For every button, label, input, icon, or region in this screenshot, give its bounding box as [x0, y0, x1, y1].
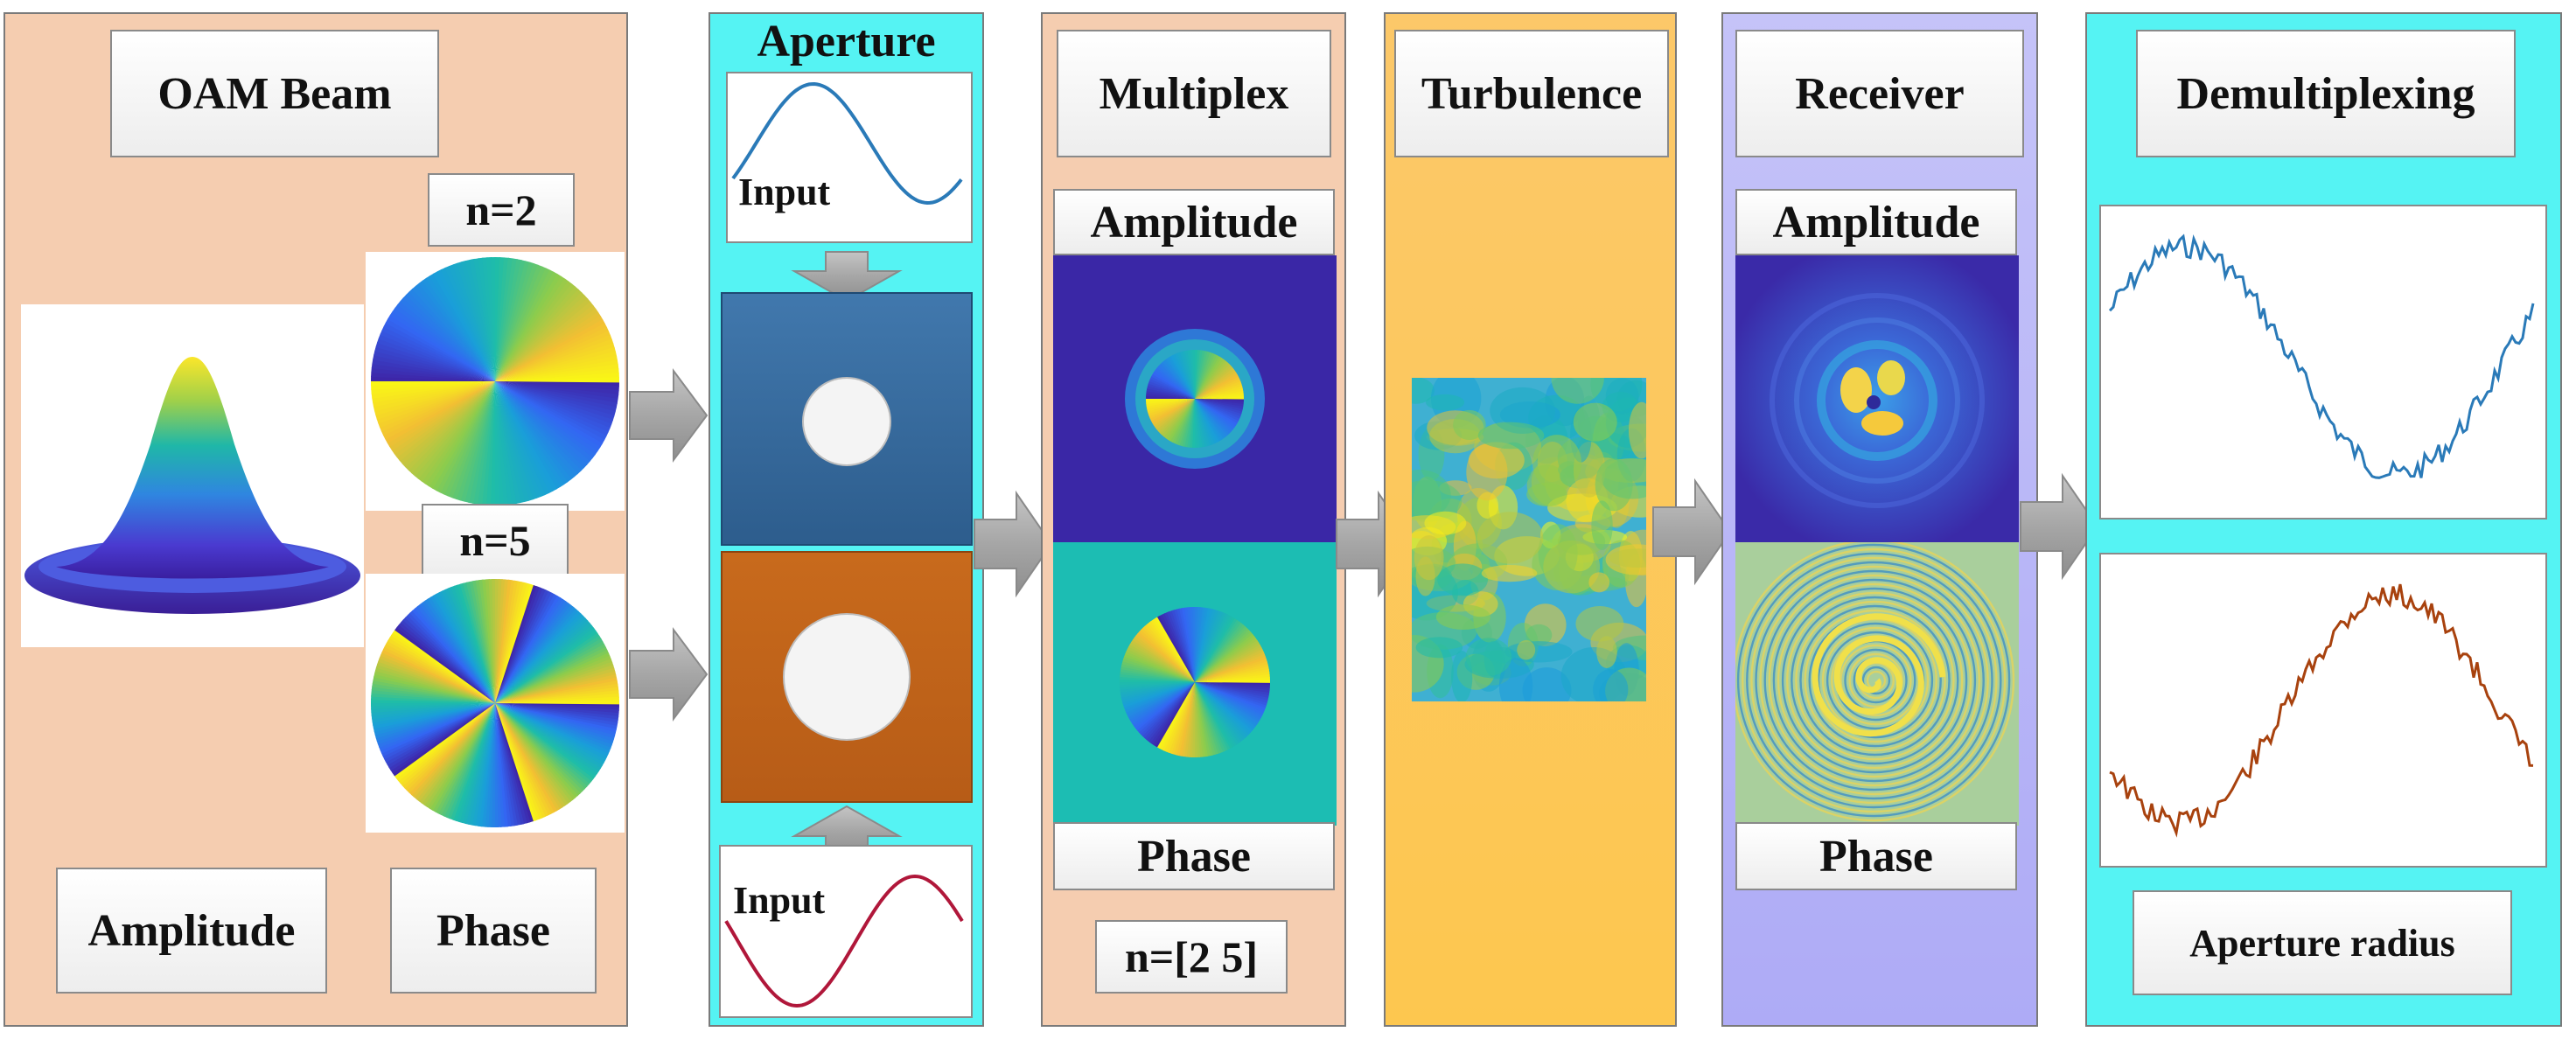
aperture-panel: Aperture Input Input: [709, 12, 984, 1027]
turbulence-panel: Turbulence: [1384, 12, 1677, 1027]
multiplex-phase-image: [1053, 542, 1337, 826]
receiver-title: Receiver: [1735, 30, 2024, 157]
multiplex-title: Multiplex: [1057, 30, 1331, 157]
oam-beam-title: OAM Beam: [110, 30, 439, 157]
input-signal-top: Input: [726, 72, 973, 243]
recovered-signal-bottom: [2099, 553, 2547, 868]
oam-beam-panel: OAM Beam n=2 n=5 Amplitude Phase: [3, 12, 628, 1027]
phase-n2-image: [366, 252, 625, 511]
phase-caption: Phase: [390, 868, 597, 994]
turbulence-title: Turbulence: [1394, 30, 1669, 157]
arrow-down-icon: [791, 251, 903, 303]
arrow-right-icon: [2020, 472, 2099, 581]
mode-n5-label: n=5: [422, 504, 569, 577]
aperture-title: Aperture: [757, 16, 936, 66]
receiver-phase-image: [1735, 542, 2019, 826]
arrow-right-icon: [629, 626, 709, 722]
amplitude-caption: Amplitude: [56, 868, 327, 994]
multiplex-amplitude-label: Amplitude: [1053, 189, 1335, 255]
demultiplexing-panel: Demultiplexing Aperture radius: [2085, 12, 2562, 1027]
multiplex-amplitude-image: [1053, 255, 1337, 542]
arrow-right-icon: [629, 367, 709, 464]
receiver-amplitude-image: [1735, 255, 2019, 542]
input-label-bottom: Input: [733, 879, 826, 922]
phase-n5-image: [366, 574, 625, 833]
arrow-right-icon: [974, 490, 1053, 598]
input-signal-bottom: Input: [719, 845, 973, 1018]
turbulence-phase-screen: [1412, 378, 1646, 701]
input-label-top: Input: [738, 171, 831, 213]
mode-n2-label: n=2: [428, 173, 575, 247]
aperture-radius-caption: Aperture radius: [2133, 890, 2512, 995]
beam-amplitude-image: [21, 304, 364, 647]
circular-aperture-blue: [721, 292, 973, 546]
circular-aperture-orange: [721, 551, 973, 803]
multiplex-modes-label: n=[2 5]: [1095, 920, 1288, 994]
multiplex-phase-label: Phase: [1053, 822, 1335, 890]
arrow-right-icon: [1652, 478, 1732, 586]
receiver-amplitude-label: Amplitude: [1735, 189, 2017, 255]
recovered-signal-top: [2099, 205, 2547, 520]
receiver-panel: Receiver Amplitude Phase: [1721, 12, 2038, 1027]
demultiplexing-title: Demultiplexing: [2136, 30, 2516, 157]
multiplex-panel: Multiplex Amplitude Phase n=[2 5]: [1041, 12, 1346, 1027]
receiver-phase-label: Phase: [1735, 822, 2017, 890]
